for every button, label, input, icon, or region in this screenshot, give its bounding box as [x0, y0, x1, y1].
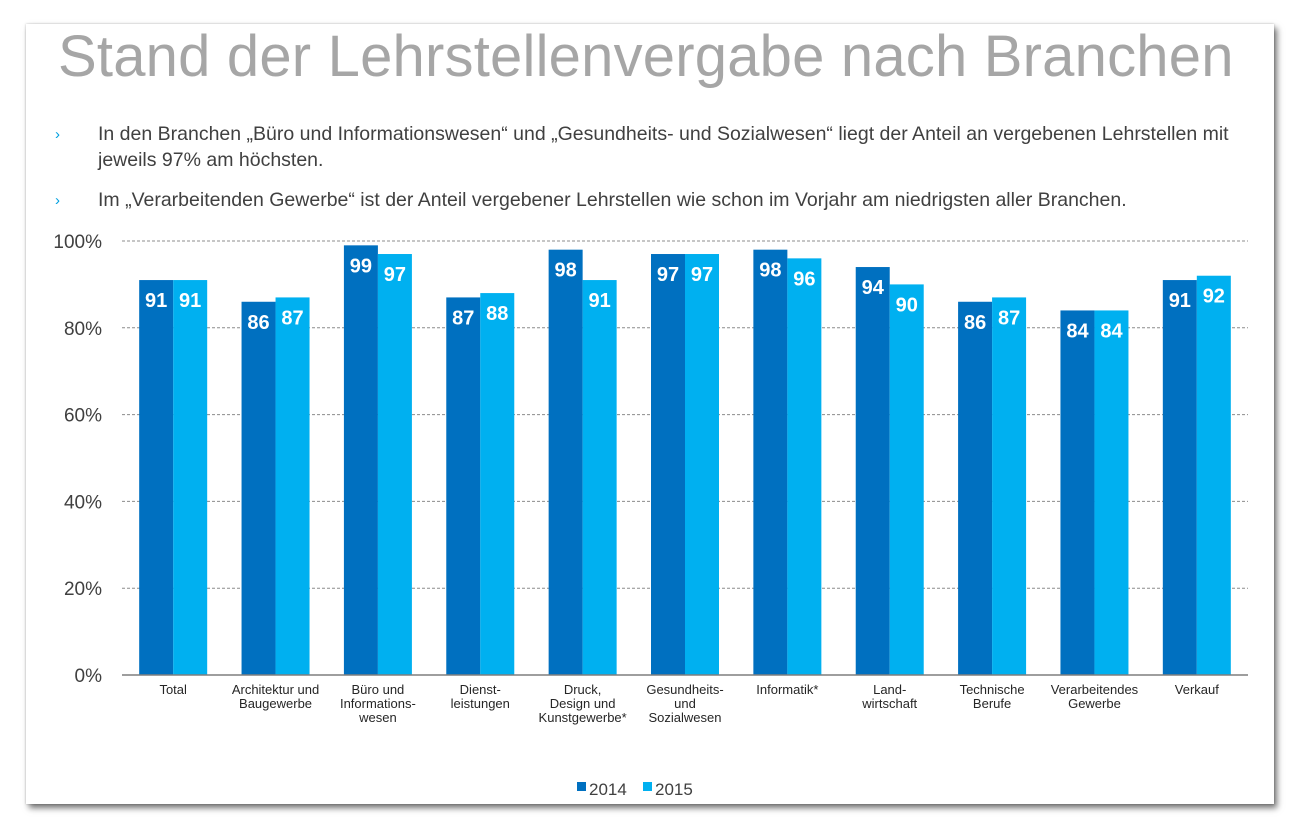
data-label-2014: 86 [247, 312, 269, 334]
legend-label: 2014 [589, 780, 627, 799]
data-label-2014: 97 [657, 264, 679, 286]
data-label-2014: 86 [964, 312, 986, 334]
x-tick-label: Baugewerbe [239, 696, 312, 711]
x-tick-label: Verarbeitendes [1051, 682, 1139, 697]
bullet-text: In den Branchen „Büro und Informationswe… [98, 123, 1229, 171]
data-label-2015: 92 [1203, 286, 1225, 308]
legend-swatch-2014 [577, 782, 586, 791]
x-tick-label: Design und [550, 696, 616, 711]
bar-2015 [992, 297, 1027, 675]
x-tick-label: Dienst- [460, 682, 501, 697]
x-tick-label: Verkauf [1175, 682, 1219, 697]
data-label-2014: 91 [145, 290, 167, 312]
bar-2015 [1094, 310, 1129, 675]
data-label-2015: 96 [793, 268, 815, 290]
bullet-item: › In den Branchen „Büro und Informations… [52, 121, 1267, 173]
data-label-2015: 91 [589, 290, 611, 312]
bar-2014 [548, 249, 583, 675]
legend-swatch-2015 [643, 782, 652, 791]
bar-2014 [241, 301, 276, 675]
data-label-2015: 87 [998, 307, 1020, 329]
bar-2014 [855, 267, 890, 675]
bar-2015 [787, 258, 822, 675]
x-tick-label: Architektur und [232, 682, 319, 697]
x-tick-label: Kunstgewerbe* [539, 710, 627, 725]
x-tick-label: Gesundheits- [646, 682, 723, 697]
data-label-2014: 98 [555, 260, 577, 282]
bullet-list: › In den Branchen „Büro und Informations… [52, 121, 1267, 227]
bar-2015 [582, 280, 617, 675]
bar-2014 [446, 297, 481, 675]
data-label-2015: 84 [1100, 320, 1123, 342]
bar-2014 [651, 254, 685, 675]
data-label-2015: 87 [281, 307, 303, 329]
bullet-chevron-icon: › [55, 126, 60, 143]
x-tick-label: Sozialwesen [649, 710, 722, 725]
bar-2015 [889, 284, 924, 675]
x-tick-label: Druck, [564, 682, 602, 697]
data-label-2014: 84 [1066, 320, 1089, 342]
bullet-text: Im „Verarbeitenden Gewerbe“ ist der Ante… [98, 189, 1127, 211]
bar-2014 [343, 245, 378, 675]
y-tick-label: 0% [75, 666, 103, 687]
x-tick-label: Informations- [340, 696, 416, 711]
data-label-2015: 91 [179, 290, 201, 312]
data-label-2014: 99 [350, 255, 372, 277]
bar-2015 [1196, 275, 1231, 675]
x-tick-label: Total [159, 682, 187, 697]
bar-2015 [377, 254, 412, 675]
data-label-2015: 88 [486, 303, 508, 325]
y-tick-label: 20% [64, 579, 102, 600]
bar-2015 [173, 280, 208, 675]
x-tick-label: Gewerbe [1068, 696, 1121, 711]
data-label-2015: 90 [896, 294, 918, 316]
x-tick-label: wirtschaft [861, 696, 917, 711]
x-tick-label: Land- [873, 682, 906, 697]
x-tick-label: Informatik* [756, 682, 818, 697]
legend-label: 2015 [655, 780, 693, 799]
bar-2014 [139, 280, 174, 675]
y-tick-label: 80% [64, 319, 102, 340]
bar-2014 [1162, 280, 1197, 675]
data-label-2014: 87 [452, 307, 474, 329]
data-label-2015: 97 [691, 264, 713, 286]
bar-2015 [275, 297, 310, 675]
y-tick-label: 60% [64, 406, 102, 427]
x-tick-label: Büro und [352, 682, 405, 697]
x-tick-label: Technische [960, 682, 1025, 697]
bullet-item: › Im „Verarbeitenden Gewerbe“ ist der An… [52, 187, 1267, 213]
bar-2014 [753, 249, 788, 675]
bullet-chevron-icon: › [55, 192, 60, 209]
bar-2015 [480, 293, 515, 675]
x-tick-label: und [674, 696, 696, 711]
bar-2014 [958, 301, 993, 675]
y-tick-label: 100% [53, 232, 102, 253]
data-label-2014: 94 [862, 277, 885, 299]
x-tick-label: Berufe [973, 696, 1011, 711]
bar-2015 [685, 254, 719, 675]
x-tick-label: leistungen [451, 696, 510, 711]
x-tick-label: wesen [358, 710, 397, 725]
data-label-2014: 98 [759, 260, 781, 282]
data-label-2014: 91 [1169, 290, 1191, 312]
data-label-2015: 97 [384, 264, 406, 286]
page-title: Stand der Lehrstellenvergabe nach Branch… [58, 24, 1234, 89]
y-tick-label: 40% [64, 492, 102, 513]
bar-2014 [1060, 310, 1095, 675]
